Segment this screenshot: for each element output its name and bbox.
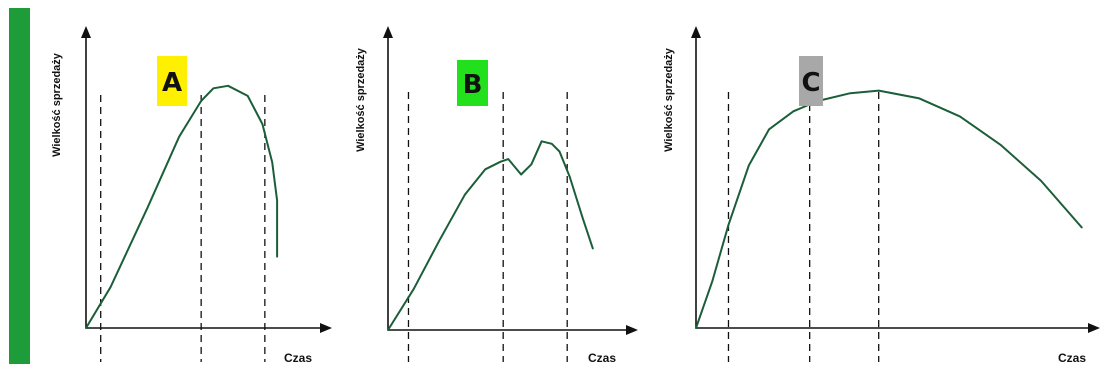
sales-curve [387, 140, 594, 331]
x-axis-label: Czas [284, 351, 312, 365]
chart-badge [457, 60, 488, 106]
y-axis-label: Wielkość sprzedaży [355, 47, 367, 152]
x-axis-arrow [320, 323, 332, 333]
chart-title: C [801, 68, 820, 98]
y-axis-arrow [81, 26, 91, 38]
chart-badge [157, 56, 187, 106]
x-axis-arrow [1088, 323, 1100, 333]
chart-title: B [463, 70, 483, 100]
y-axis-label: Wielkość sprzedaży [51, 52, 63, 157]
y-axis-arrow [691, 26, 701, 38]
chart-badge [799, 56, 823, 106]
y-axis-arrow [383, 26, 393, 38]
chart-panel-b: B Wielkość sprzedaży Czas [355, 26, 638, 365]
y-axis-label: Wielkość sprzedaży [663, 47, 675, 152]
sales-curve [695, 89, 1083, 329]
chart-title: A [162, 68, 182, 98]
sales-curve [85, 84, 279, 329]
x-axis-arrow [626, 325, 638, 335]
chart-panel-c: C Wielkość sprzedaży Czas [663, 26, 1100, 365]
x-axis-label: Czas [1058, 351, 1086, 365]
x-axis-label: Czas [588, 351, 616, 365]
green-accent-bar [9, 8, 30, 364]
chart-panel-a: A Wielkość sprzedaży Czas [51, 26, 332, 365]
